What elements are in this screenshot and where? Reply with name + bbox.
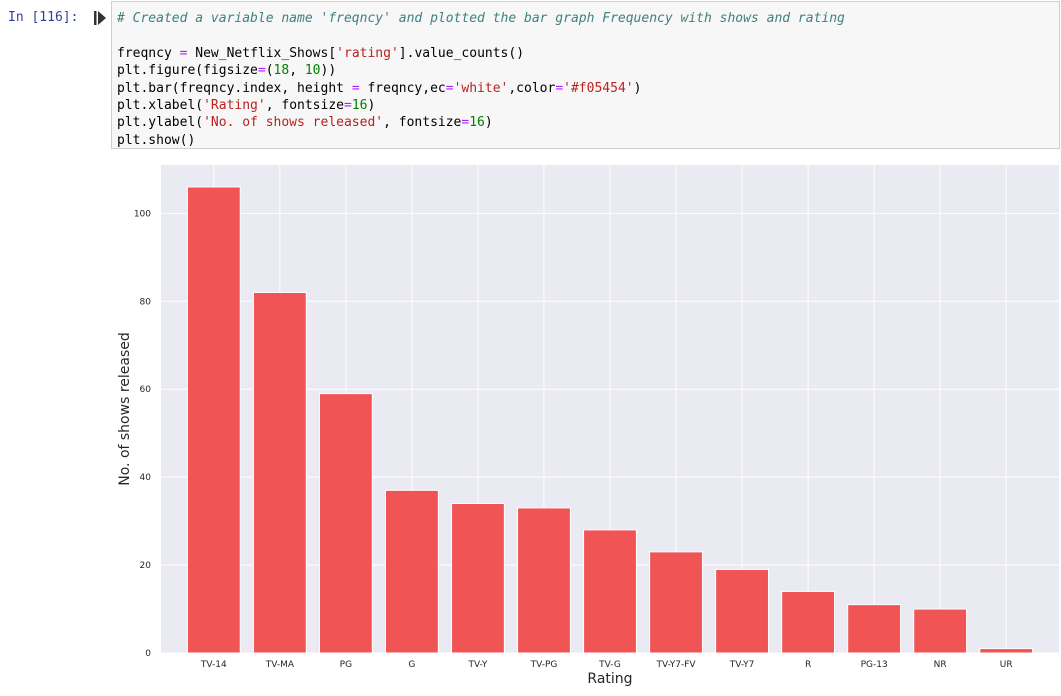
code-token: , — [289, 63, 305, 79]
cell-output: 0 20 40 60 80 100 TV-14 TV-MA PG G TV-Y TV-PG TV-G T… — [111, 155, 1061, 692]
code-token: freqncy,ec — [359, 80, 446, 96]
code-token: 10 — [304, 63, 321, 79]
run-cell-icon[interactable] — [94, 11, 106, 25]
code-token: ) — [633, 80, 642, 96]
code-token: plt.figure(figsize — [117, 63, 258, 79]
y-tick-label: 80 — [140, 297, 152, 307]
bar-pg — [318, 393, 373, 654]
x-tick-label: PG-13 — [861, 660, 888, 670]
code-line: plt.ylabel('No. of shows released', font… — [117, 114, 1059, 131]
code-token: New_Netflix_Shows[ — [187, 45, 337, 61]
code-token: = — [461, 115, 470, 131]
code-token: ) — [367, 97, 376, 113]
bar-ur — [979, 648, 1034, 654]
code-token: plt.xlabel( — [117, 97, 204, 113]
code-token: = — [351, 80, 360, 96]
x-tick-label: TV-MA — [265, 660, 295, 670]
code-line: freqncy = New_Netflix_Shows['rating'].va… — [117, 45, 1059, 62]
x-tick-label: R — [805, 660, 811, 670]
bar-tv-y — [451, 503, 505, 654]
code-token: freqncy — [117, 45, 180, 61]
y-axis-label: No. of shows released — [117, 332, 133, 486]
code-token: 18 — [273, 63, 290, 79]
bar-tv-14 — [186, 186, 241, 654]
x-tick-label: TV-Y7-FV — [655, 660, 696, 670]
bar-pg-13 — [847, 604, 902, 654]
bar-tv-y7 — [715, 568, 769, 654]
x-tick-label: TV-Y — [468, 660, 488, 670]
code-token: plt.ylabel( — [117, 115, 204, 131]
code-token: ,color — [508, 80, 556, 96]
code-token: 'Rating' — [203, 97, 266, 113]
y-tick-label: 0 — [145, 649, 151, 659]
y-tick-label: 20 — [140, 561, 152, 571]
code-line: plt.bar(freqncy.index, height = freqncy,… — [117, 80, 1059, 97]
code-line: plt.show() — [117, 132, 1059, 149]
code-line — [117, 27, 1059, 44]
code-token: 'No. of shows released' — [203, 115, 384, 131]
code-token: '#f05454' — [563, 80, 634, 96]
code-token: plt.show() — [117, 132, 196, 148]
cell-prompt: In [116]: — [8, 10, 79, 25]
bar-chart: 0 20 40 60 80 100 TV-14 TV-MA PG G TV-Y TV-PG TV-G T… — [117, 165, 1059, 687]
code-token: )) — [320, 63, 337, 79]
code-cell-input[interactable]: # Created a variable name 'freqncy' and … — [111, 1, 1060, 149]
y-tick-label: 40 — [140, 473, 152, 483]
x-tick-label: TV-Y7 — [729, 660, 755, 670]
x-tick-label: G — [408, 660, 415, 670]
x-tick-label: PG — [340, 660, 352, 670]
code-token: = — [445, 80, 454, 96]
code-token: = — [257, 63, 266, 79]
bar-g — [385, 489, 439, 654]
code-token: ( — [265, 63, 274, 79]
code-token: = — [179, 45, 188, 61]
code-token: 'rating' — [336, 45, 399, 61]
code-token: 'white' — [453, 80, 509, 96]
bar-nr — [913, 608, 968, 654]
code-token: 16 — [351, 97, 368, 113]
code-token: , fontsize — [383, 115, 462, 131]
x-tick-label: TV-G — [598, 660, 621, 670]
code-line: plt.figure(figsize=(18, 10)) — [117, 62, 1059, 79]
code-token: ].value_counts() — [398, 45, 525, 61]
bar-tv-y7-fv — [649, 551, 703, 654]
code-token: # Created a variable name 'freqncy' and … — [117, 11, 845, 26]
x-tick-label: NR — [934, 660, 947, 670]
x-tick-label: TV-14 — [200, 660, 227, 670]
code-token: , fontsize — [265, 97, 344, 113]
bar-tv-pg — [517, 507, 571, 654]
y-tick-label: 100 — [134, 209, 151, 219]
x-tick-label: UR — [1000, 660, 1013, 670]
y-tick-label: 60 — [140, 385, 152, 395]
code-line: plt.xlabel('Rating', fontsize=16) — [117, 97, 1059, 114]
bar-tv-ma — [252, 291, 307, 654]
x-axis-label: Rating — [587, 671, 632, 687]
code-token: = — [555, 80, 564, 96]
code-token: ) — [484, 115, 493, 131]
code-token: 16 — [469, 115, 485, 131]
code-line: # Created a variable name 'freqncy' and … — [117, 10, 1059, 27]
code-token: plt.bar(freqncy.index, height — [117, 80, 352, 96]
code-token: = — [344, 97, 352, 113]
bar-tv-g — [583, 529, 637, 654]
bar-r — [781, 590, 835, 654]
x-tick-label: TV-PG — [530, 660, 558, 670]
